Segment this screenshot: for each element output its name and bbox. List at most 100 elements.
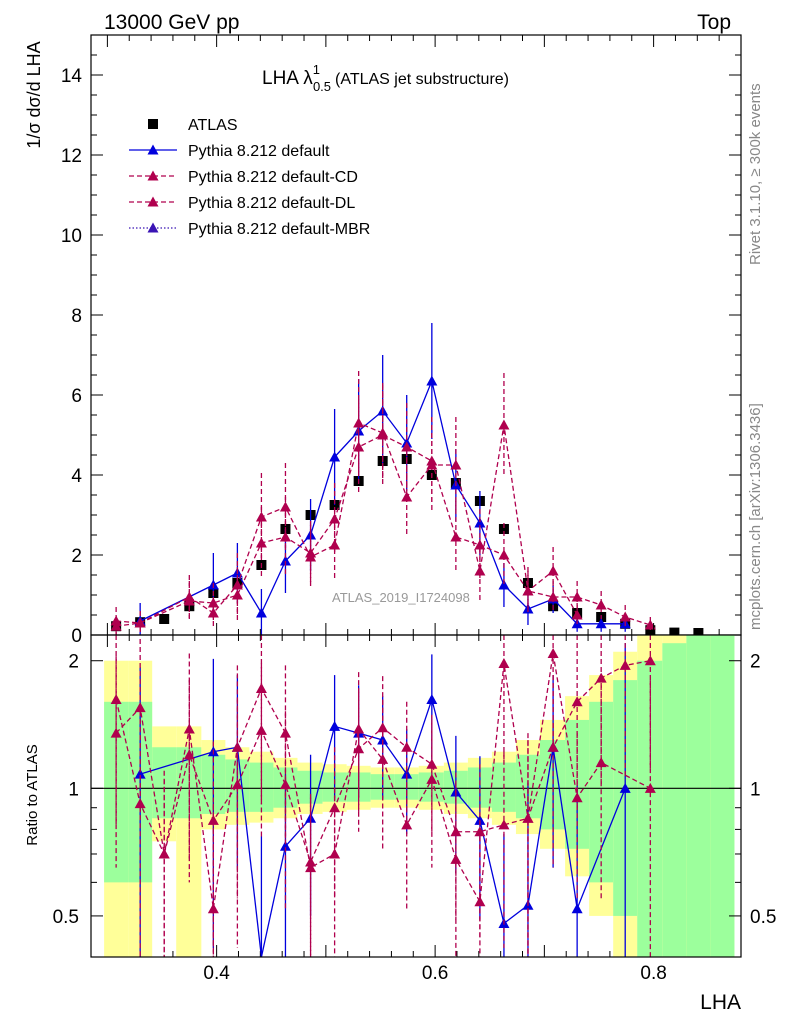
ratio-marker-1 — [571, 903, 583, 914]
rivet-label: Rivet 3.1.10, ≥ 300k events — [747, 83, 764, 265]
ratio-marker-1 — [279, 840, 291, 851]
legend-marker-2 — [147, 170, 159, 181]
ratio-marker-3 — [134, 702, 146, 713]
watermark: ATLAS_2019_I1724098 — [332, 590, 470, 605]
series-marker-3 — [134, 617, 146, 628]
ratio-marker-3 — [426, 758, 438, 769]
series-marker-3 — [450, 531, 462, 542]
ratio-marker-3 — [329, 802, 341, 813]
series-marker-1 — [255, 607, 267, 618]
x-tick-label: 0.6 — [422, 963, 448, 984]
x-axis-label: LHA — [700, 991, 741, 1014]
atlas-data-point — [669, 627, 680, 638]
ratio-tick-label-right: 0.5 — [750, 907, 776, 928]
ratio-marker-3 — [183, 749, 195, 760]
y-tick-label: 6 — [71, 386, 82, 407]
ratio-tick-label-left: 0.5 — [53, 907, 79, 928]
series-marker-3 — [426, 455, 438, 466]
y-tick-label: 10 — [61, 226, 82, 247]
ratio-marker-3 — [207, 814, 219, 825]
ratio-marker-3 — [644, 655, 656, 666]
ratio-marker-3 — [255, 724, 267, 735]
chart-title: LHA λ1 0.5 (ATLAS jet substructure) — [262, 62, 509, 94]
ratio-marker-3 — [450, 826, 462, 837]
ratio-marker-2 — [450, 853, 462, 864]
ratio-marker-2 — [644, 782, 656, 793]
ratio-plot-border — [90, 634, 742, 958]
ratio-band-inner — [686, 635, 711, 957]
series-marker-3 — [401, 441, 413, 452]
series-marker-1 — [279, 555, 291, 566]
legend-label-3: Pythia 8.212 default-DL — [188, 195, 355, 212]
series-marker-3 — [353, 441, 365, 452]
legend-label-4: Pythia 8.212 default-MBR — [188, 221, 370, 238]
y-tick-label: 2 — [71, 546, 82, 567]
legend-marker-1 — [147, 144, 159, 155]
series-marker-3 — [522, 585, 534, 596]
ratio-marker-3 — [474, 826, 486, 837]
ratio-marker-3 — [158, 848, 170, 859]
series-marker-1 — [498, 579, 510, 590]
series-marker-3 — [571, 591, 583, 602]
ratio-marker-3 — [547, 741, 559, 752]
ratio-marker-3 — [377, 722, 389, 733]
series-marker-1 — [474, 517, 486, 528]
series-marker-3 — [474, 539, 486, 550]
legend-marker-4 — [147, 222, 159, 233]
legend-label-0: ATLAS — [188, 117, 238, 134]
header-left: 13000 GeV pp — [104, 11, 239, 34]
ratio-band-inner — [710, 635, 735, 957]
ratio-marker-1 — [619, 782, 631, 793]
header-right: Top — [697, 11, 731, 34]
series-line-3 — [116, 434, 651, 627]
series-marker-3 — [547, 591, 559, 602]
ratio-line-2 — [115, 653, 651, 909]
atlas-data-point — [498, 524, 509, 534]
ratio-line-1 — [139, 697, 626, 958]
ratio-marker-3 — [279, 779, 291, 790]
ratio-marker-3 — [353, 743, 365, 754]
ratio-marker-3 — [305, 856, 317, 867]
series-marker-3 — [498, 549, 510, 560]
ratio-marker-1 — [134, 768, 146, 779]
ratio-marker-2 — [207, 903, 219, 914]
series-marker-2 — [547, 565, 559, 576]
x-tick-label: 0.8 — [640, 963, 666, 984]
ratio-marker-3 — [110, 727, 122, 738]
legend-label-2: Pythia 8.212 default-CD — [188, 169, 358, 186]
series-marker-2 — [207, 607, 219, 618]
legend-marker-3 — [147, 196, 159, 207]
series-marker-3 — [377, 429, 389, 440]
ratio-marker-2 — [426, 773, 438, 784]
y-tick-label: 4 — [71, 466, 82, 487]
series-marker-3 — [279, 531, 291, 542]
series-marker-3 — [255, 537, 267, 548]
ratio-marker-2 — [401, 819, 413, 830]
series-marker-3 — [644, 619, 656, 630]
series-marker-2 — [571, 609, 583, 620]
series-marker-3 — [207, 597, 219, 608]
ratio-band-inner — [662, 643, 687, 957]
ratio-marker-1 — [329, 720, 341, 731]
atlas-data-point — [645, 625, 656, 636]
ratio-tick-label-right: 1 — [750, 779, 761, 800]
ratio-marker-3 — [522, 812, 534, 823]
series-marker-1 — [426, 375, 438, 386]
ratio-marker-2 — [595, 757, 607, 768]
ratio-data-layer — [91, 635, 741, 958]
ratio-panel: 0.4 0.6 0.8 0.5 0.5 1 1 2 2 Ratio to ATLAS — [24, 634, 776, 984]
mcplots-label: mcplots.cern.ch [arXiv:1306.3436] — [747, 403, 764, 630]
ratio-marker-2 — [547, 648, 559, 659]
ratio-marker-1 — [401, 768, 413, 779]
ratio-marker-3 — [595, 672, 607, 683]
atlas-data-point — [693, 628, 704, 638]
series-marker-2 — [474, 565, 486, 576]
ratio-marker-1 — [474, 814, 486, 825]
series-marker-3 — [329, 513, 341, 524]
series-marker-3 — [595, 599, 607, 610]
x-tick-label: 0.4 — [203, 963, 230, 984]
ratio-marker-3 — [401, 741, 413, 752]
series-marker-3 — [110, 620, 122, 631]
